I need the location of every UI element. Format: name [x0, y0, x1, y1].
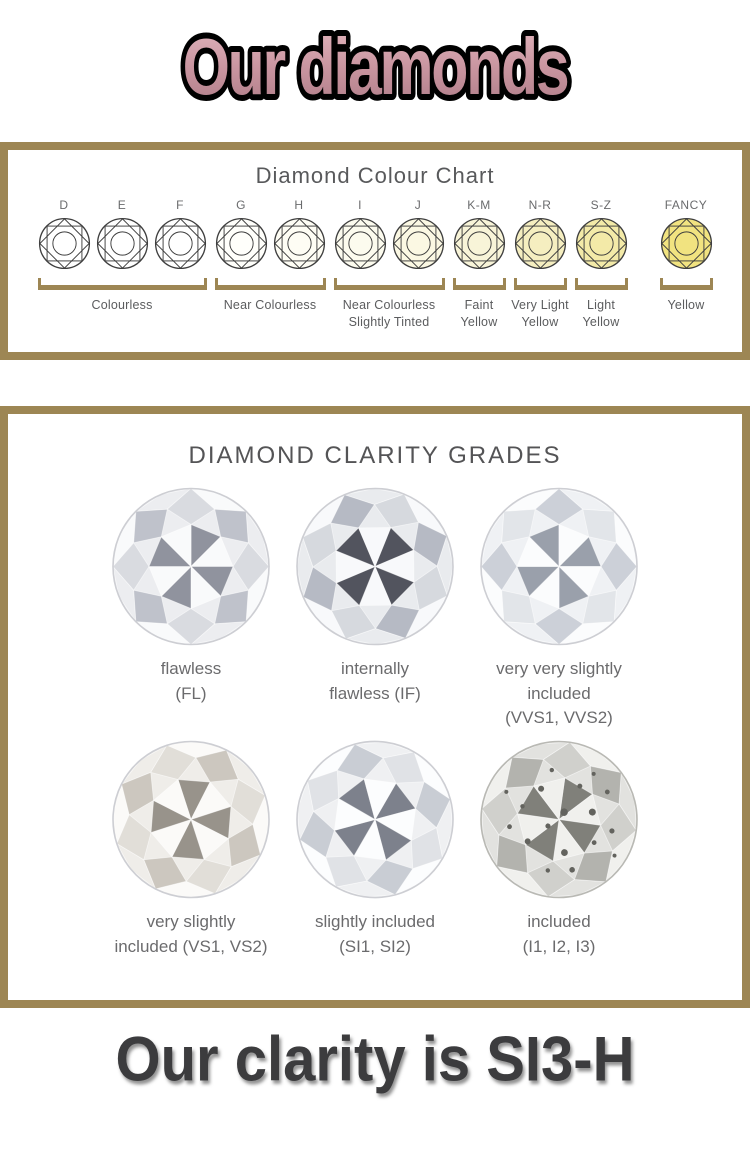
diamond-photo-icon: [265, 710, 484, 929]
diamond-top-view-icon: [514, 217, 567, 270]
clarity-grade-label: included (I1, I2, I3): [522, 911, 596, 956]
diamond-top-view-icon: [38, 217, 91, 270]
diamond-top-view-icon: [273, 217, 326, 270]
clarity-chart-title: DIAMOND CLARITY GRADES: [188, 442, 562, 469]
group-bracket: [574, 278, 628, 290]
clarity-chart-panel: DIAMOND CLARITY GRADES flawless (FL) int…: [0, 406, 750, 1008]
colour-group-label: Colourless: [91, 298, 153, 312]
diamond-top-view-icon: [215, 217, 268, 270]
colour-chart-panel: Diamond Colour Chart D E F Colourless G …: [0, 142, 750, 360]
colour-grade: E: [96, 198, 149, 270]
colour-group-grades: D E F: [38, 198, 207, 270]
group-bracket: [333, 278, 445, 290]
colour-grade: D: [38, 198, 91, 270]
colour-grade: G: [215, 198, 268, 270]
diamond-top-view-icon: [392, 217, 445, 270]
colour-grade-code: FANCY: [664, 198, 708, 212]
clarity-grade-label: very very slightly included (VVS1, VVS2): [496, 659, 622, 728]
colour-group-grades: FANCY: [660, 198, 713, 270]
clarity-grid: flawless (FL) internally flawless (IF) v…: [8, 486, 742, 967]
colour-group: S-Z Light Yellow: [574, 198, 628, 331]
colour-grade-code: E: [117, 198, 127, 212]
clarity-claim-text: Our clarity is SI3-H: [115, 1024, 635, 1095]
colour-group: G H Near Colourless: [214, 198, 326, 314]
colour-grade-code: H: [294, 198, 304, 212]
colour-grade-code: N-R: [528, 198, 552, 212]
colour-group-label: Near Colourless Slightly Tinted: [342, 298, 436, 329]
colour-grade-code: J: [414, 198, 422, 212]
colour-group-grades: I J: [334, 198, 445, 270]
group-bracket: [452, 278, 506, 290]
colour-group-grades: N-R: [514, 198, 567, 270]
colour-grade-code: K-M: [467, 198, 491, 212]
colour-group-grades: S-Z: [575, 198, 628, 270]
diamond-top-view-icon: [660, 217, 713, 270]
diamond-top-view-icon: [575, 217, 628, 270]
clarity-grade-label: slightly included (SI1, SI2): [314, 911, 435, 956]
colour-grade-code: D: [59, 198, 69, 212]
clarity-grade-label: flawless (FL): [160, 659, 222, 703]
colour-group-label: Very Light Yellow: [511, 298, 569, 329]
diamond-top-view-icon: [96, 217, 149, 270]
colour-group-grades: K-M: [453, 198, 506, 270]
colour-grade: FANCY: [660, 198, 713, 270]
clarity-grade-label: internally flawless (IF): [329, 659, 421, 703]
colour-grade: H: [273, 198, 326, 270]
colour-group: K-M Faint Yellow: [452, 198, 506, 331]
colour-grade-code: I: [358, 198, 362, 212]
colour-grade: K-M: [453, 198, 506, 270]
page-title: Our diamonds: [177, 18, 575, 117]
diamond-top-view-icon: [154, 217, 207, 270]
clarity-grade-item: slightly included (SI1, SI2): [287, 739, 463, 959]
clarity-grade-item: flawless (FL): [103, 486, 279, 731]
clarity-grade-item: very very slightly included (VVS1, VVS2): [471, 486, 647, 731]
diamond-photo-icon: [446, 453, 673, 680]
colour-group-label: Faint Yellow: [460, 298, 498, 329]
colour-grade: F: [154, 198, 207, 270]
colour-grade-code: S-Z: [590, 198, 612, 212]
colour-grade: S-Z: [575, 198, 628, 270]
diamond-photo-icon: [90, 718, 292, 921]
colour-grade: J: [392, 198, 445, 270]
colour-group: FANCY Yellow: [659, 198, 713, 314]
colour-group: I J Near Colourless Slightly Tinted: [333, 198, 445, 331]
diamond-photo-icon: [111, 486, 271, 647]
colour-grade: I: [334, 198, 387, 270]
group-bracket: [214, 278, 326, 290]
page-title-text: Our diamonds: [183, 23, 568, 112]
diamond-photo-icon: [469, 729, 650, 911]
colour-grade: N-R: [514, 198, 567, 270]
colour-group: D E F Colourless: [37, 198, 207, 314]
clarity-grade-label: very slightly included (VS1, VS2): [114, 911, 268, 956]
group-bracket: [513, 278, 567, 290]
colour-group: N-R Very Light Yellow: [511, 198, 569, 331]
colour-group-label: Yellow: [667, 298, 705, 312]
diamond-top-view-icon: [453, 217, 506, 270]
colour-grade-code: F: [176, 198, 184, 212]
clarity-grade-item: included (I1, I2, I3): [471, 739, 647, 959]
group-bracket: [37, 278, 207, 290]
colour-group-grades: G H: [215, 198, 326, 270]
group-bracket: [659, 278, 713, 290]
colour-group-label: Near Colourless: [223, 298, 317, 312]
clarity-grade-item: very slightly included (VS1, VS2): [103, 739, 279, 959]
clarity-grade-item: internally flawless (IF): [287, 486, 463, 731]
diamond-top-view-icon: [334, 217, 387, 270]
colour-groups-row: D E F Colourless G H Near Colourless: [8, 198, 742, 331]
colour-group-label: Light Yellow: [582, 298, 620, 329]
colour-chart-title: Diamond Colour Chart: [255, 163, 495, 188]
colour-grade-code: G: [236, 198, 246, 212]
